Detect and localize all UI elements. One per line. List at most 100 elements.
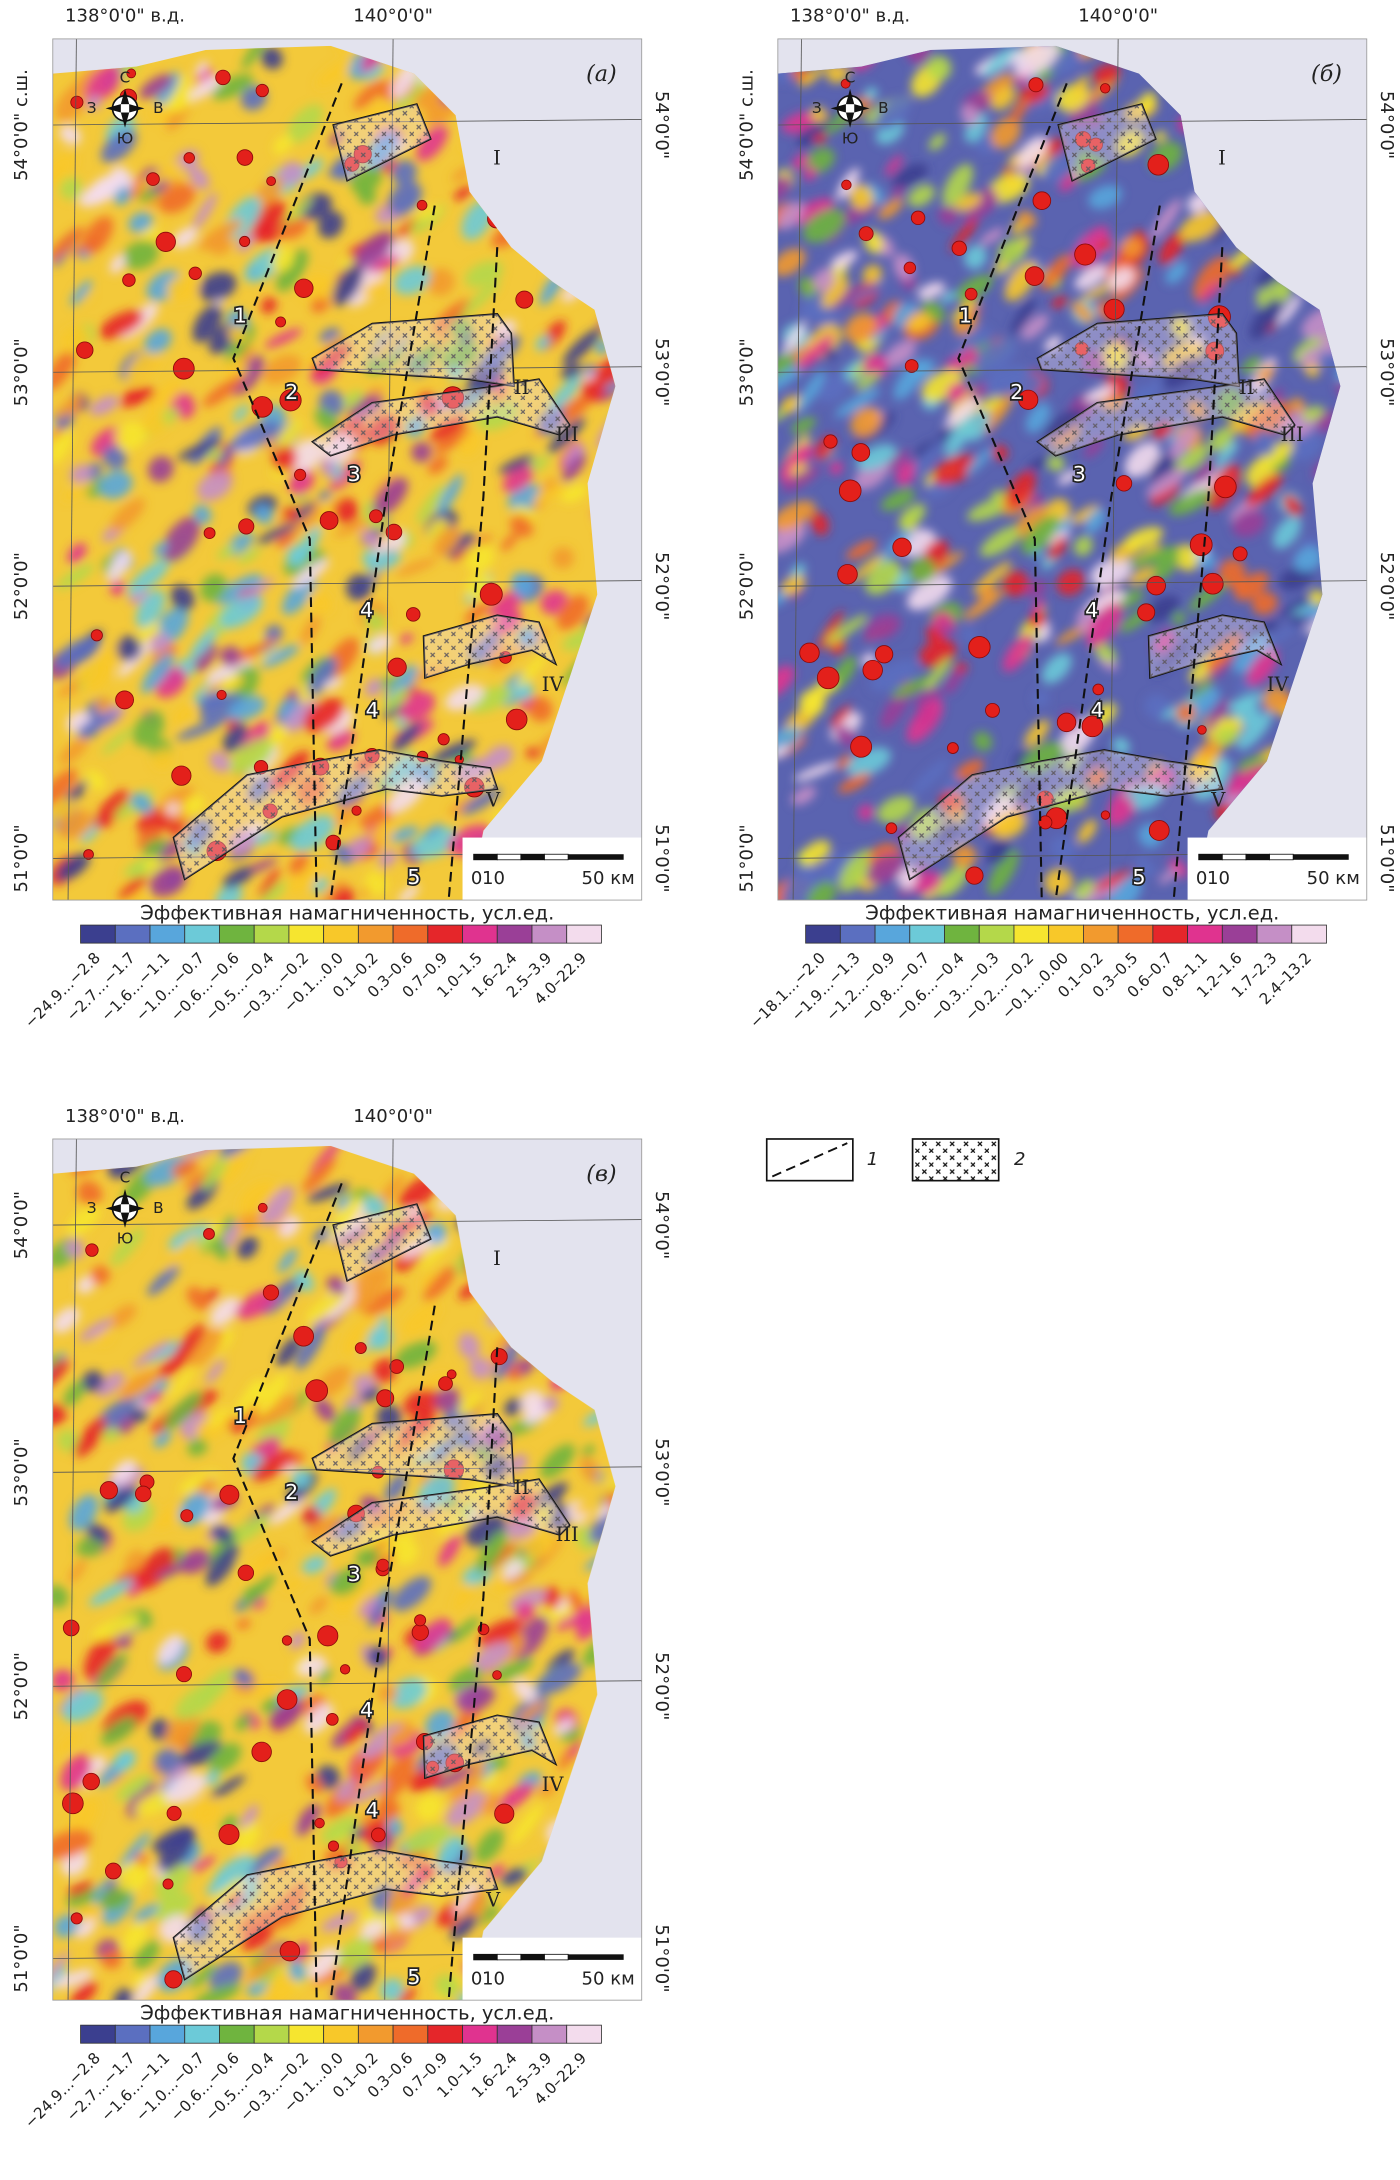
- anomaly: [294, 1269, 314, 1292]
- anomaly: [70, 280, 93, 306]
- epicenter: [171, 765, 192, 786]
- anomaly: [464, 599, 491, 625]
- epicenter: [219, 1484, 240, 1505]
- anomaly: [596, 365, 616, 402]
- lat-label-left: 52°0'0": [11, 552, 32, 620]
- anomaly: [963, 186, 995, 223]
- anomaly: [938, 204, 959, 226]
- epicenter: [293, 1325, 314, 1347]
- anomaly: [91, 1615, 141, 1641]
- anomaly: [806, 881, 837, 901]
- anomaly: [258, 869, 281, 898]
- anomaly: [57, 1430, 81, 1453]
- anomaly: [305, 1774, 323, 1795]
- line-label: 4: [1085, 598, 1098, 622]
- anomaly: [195, 60, 209, 77]
- anomaly: [211, 1524, 233, 1544]
- anomaly: [182, 795, 205, 816]
- epicenter: [376, 1558, 390, 1572]
- anomaly: [1002, 633, 1034, 672]
- anomaly: [411, 441, 432, 463]
- anomaly: [228, 325, 247, 344]
- anomaly: [230, 738, 274, 775]
- anomaly: [427, 455, 448, 475]
- anomaly: [389, 1677, 427, 1709]
- anomaly: [798, 690, 826, 717]
- line-label: 4: [360, 1698, 373, 1722]
- compass-letter: С: [120, 68, 131, 86]
- anomaly: [275, 418, 302, 454]
- anomaly: [817, 372, 849, 404]
- anomaly: [791, 198, 835, 225]
- anomaly: [264, 1971, 297, 2001]
- epicenter: [416, 199, 428, 211]
- epicenter: [515, 290, 534, 309]
- anomaly: [895, 460, 918, 486]
- map-border: [52, 1138, 643, 2001]
- anomaly: [552, 1718, 575, 1736]
- anomaly: [360, 530, 382, 549]
- anomaly: [877, 795, 915, 824]
- anomaly: [161, 516, 201, 563]
- line-label: 4: [366, 698, 379, 722]
- epicenter: [903, 261, 917, 275]
- anomaly: [457, 1391, 482, 1417]
- anomaly: [1214, 726, 1239, 747]
- graticule: [777, 580, 1367, 587]
- anomaly: [84, 64, 122, 102]
- anomaly: [297, 1655, 327, 1677]
- zone-tint: [1037, 379, 1295, 456]
- anomaly: [460, 280, 500, 317]
- anomaly: [345, 574, 372, 601]
- anomaly: [891, 676, 934, 698]
- anomaly: [207, 449, 223, 462]
- anomaly: [225, 324, 255, 365]
- epicenter: [389, 1359, 405, 1374]
- anomaly: [438, 1534, 461, 1567]
- anomaly: [1051, 295, 1068, 309]
- anomaly: [469, 1357, 492, 1380]
- anomaly: [986, 837, 1012, 866]
- zone-label: IV: [1267, 673, 1290, 696]
- anomaly: [946, 382, 967, 403]
- anomaly: [803, 209, 846, 243]
- legend-swatch: [978, 924, 1015, 944]
- epicenter: [446, 1369, 457, 1380]
- anomaly: [451, 1617, 480, 1642]
- anomaly: [546, 1649, 575, 1674]
- anomaly: [52, 769, 78, 807]
- anomaly: [271, 247, 294, 272]
- anomaly: [353, 230, 394, 268]
- anomaly: [189, 74, 223, 101]
- legend-swatch: [392, 924, 429, 944]
- zone: [1057, 103, 1157, 182]
- epicenter: [188, 266, 202, 280]
- anomaly: [141, 412, 166, 436]
- scale-seg: [1245, 853, 1270, 861]
- anomaly: [335, 1937, 377, 1971]
- anomaly: [444, 684, 484, 711]
- lat-label-right: 54°0'0": [651, 91, 672, 159]
- scale-seg: [544, 1953, 569, 1961]
- anomaly: [232, 420, 280, 451]
- anomaly: [461, 787, 502, 815]
- anomaly: [110, 1227, 145, 1267]
- legend-swatch: [496, 2024, 533, 2044]
- anomaly: [236, 1619, 251, 1630]
- anomaly: [228, 696, 266, 721]
- anomaly: [813, 133, 827, 144]
- anomaly: [777, 745, 789, 760]
- anomaly: [1044, 868, 1073, 896]
- epicenter: [203, 527, 216, 540]
- anomaly: [132, 1974, 160, 2001]
- scale-label: 0: [471, 1968, 482, 1989]
- anomaly: [130, 792, 154, 814]
- compass-center: [120, 104, 130, 113]
- anomaly: [312, 1967, 347, 1985]
- line-label: 3: [1073, 462, 1086, 486]
- anomaly: [1085, 508, 1106, 534]
- anomaly: [130, 1407, 148, 1423]
- anomaly: [1074, 879, 1095, 901]
- anomaly: [878, 198, 903, 220]
